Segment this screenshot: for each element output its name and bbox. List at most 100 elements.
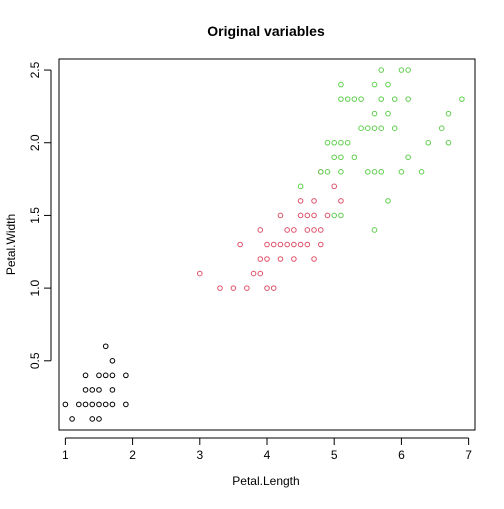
x-tick-label: 2 [129,448,136,462]
data-point [324,139,331,146]
data-point [304,212,311,219]
data-point [270,285,277,291]
data-point [250,270,257,277]
data-point [405,96,411,102]
data-point [398,67,405,73]
data-point [264,285,270,291]
x-tick-label: 4 [264,448,271,462]
data-point [371,110,378,117]
data-point [331,139,338,146]
data-point [277,212,284,219]
data-point [365,125,371,131]
y-tick-label: 0.5 [28,352,42,369]
x-tick-label: 6 [398,448,405,462]
data-point [338,81,344,88]
y-tick-label: 2.5 [28,61,42,78]
data-point [304,227,311,233]
data-point [270,241,277,248]
data-point [371,125,378,131]
data-point [277,256,284,262]
data-point [438,125,445,131]
data-point [237,241,243,248]
data-point [418,169,425,175]
data-point [297,198,304,204]
data-point [311,256,317,262]
data-point [378,67,385,73]
data-point [445,139,452,146]
x-tick-label: 1 [62,448,69,462]
data-point [230,285,237,291]
data-point [96,416,102,422]
data-point [371,169,378,175]
data-point [89,416,96,422]
data-point [102,343,109,350]
data-point [89,401,96,408]
data-point [338,198,344,204]
data-point [217,285,223,291]
data-point [331,183,338,190]
data-point [338,169,344,175]
data-point [62,401,69,408]
data-point [297,212,304,219]
plot-frame [58,58,476,431]
data-point [264,256,270,262]
data-point [371,227,378,233]
data-point [109,401,116,408]
data-point [82,401,89,408]
data-point [358,125,364,131]
data-point [378,169,385,175]
data-point [324,169,331,175]
data-point [102,372,109,379]
data-point [109,372,116,379]
data-point [459,96,465,102]
data-point [82,387,89,393]
data-point [257,270,264,277]
data-point [317,227,324,233]
data-point [358,96,364,102]
x-axis-label: Petal.Length [232,474,299,488]
y-axis: 0.5 1.0 1.5 2.0 2.5 [28,61,52,369]
data-point [123,401,129,408]
data-point [123,372,129,379]
data-point [338,154,344,161]
x-tick-label: 5 [331,448,338,462]
data-point [338,96,344,102]
data-point [344,96,351,102]
data-point [338,212,344,219]
data-point [244,285,250,291]
data-point [96,387,102,393]
x-axis: 1 2 3 4 5 6 7 [62,437,472,462]
x-tick-label: 7 [465,448,472,462]
data-point [257,256,264,262]
y-tick-label: 1.5 [28,207,42,224]
data-point [311,227,317,233]
data-point [378,96,385,102]
data-point [257,227,264,233]
data-point [391,96,398,102]
data-point [405,67,411,73]
data-point [385,198,391,204]
data-point [284,227,290,233]
data-point [391,125,398,131]
data-point [351,96,358,102]
data-point [284,241,290,248]
data-point [405,154,411,161]
data-point [291,256,297,262]
data-point [89,387,96,393]
data-point [264,241,270,248]
data-point [378,125,385,131]
data-point [317,241,324,248]
data-point [385,110,391,117]
data-point [365,169,371,175]
data-point [102,401,109,408]
x-tick-label: 3 [196,448,203,462]
data-point [331,212,338,219]
data-point [96,401,102,408]
data-point [297,183,304,190]
data-point [82,372,89,379]
data-point [311,212,317,219]
chart-title: Original variables [207,23,325,39]
data-point [76,401,82,408]
